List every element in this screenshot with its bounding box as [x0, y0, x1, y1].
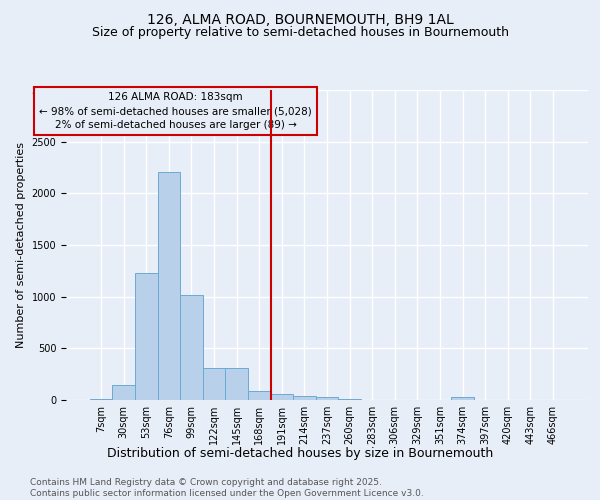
Bar	[135, 273, 158, 400]
Bar	[226, 368, 248, 400]
Bar	[112, 384, 135, 400]
Bar	[271, 394, 293, 400]
Text: Size of property relative to semi-detached houses in Bournemouth: Size of property relative to semi-detach…	[91, 26, 509, 39]
Bar	[158, 172, 180, 400]
Bar	[293, 396, 316, 400]
Bar	[451, 398, 474, 400]
Text: Contains HM Land Registry data © Crown copyright and database right 2025.
Contai: Contains HM Land Registry data © Crown c…	[30, 478, 424, 498]
Bar	[203, 368, 226, 400]
Bar	[180, 294, 203, 400]
Bar	[248, 390, 271, 400]
Text: 126 ALMA ROAD: 183sqm
← 98% of semi-detached houses are smaller (5,028)
2% of se: 126 ALMA ROAD: 183sqm ← 98% of semi-deta…	[39, 92, 312, 130]
Text: Distribution of semi-detached houses by size in Bournemouth: Distribution of semi-detached houses by …	[107, 448, 493, 460]
Y-axis label: Number of semi-detached properties: Number of semi-detached properties	[16, 142, 26, 348]
Bar	[90, 399, 112, 400]
Bar	[316, 397, 338, 400]
Text: 126, ALMA ROAD, BOURNEMOUTH, BH9 1AL: 126, ALMA ROAD, BOURNEMOUTH, BH9 1AL	[146, 12, 454, 26]
